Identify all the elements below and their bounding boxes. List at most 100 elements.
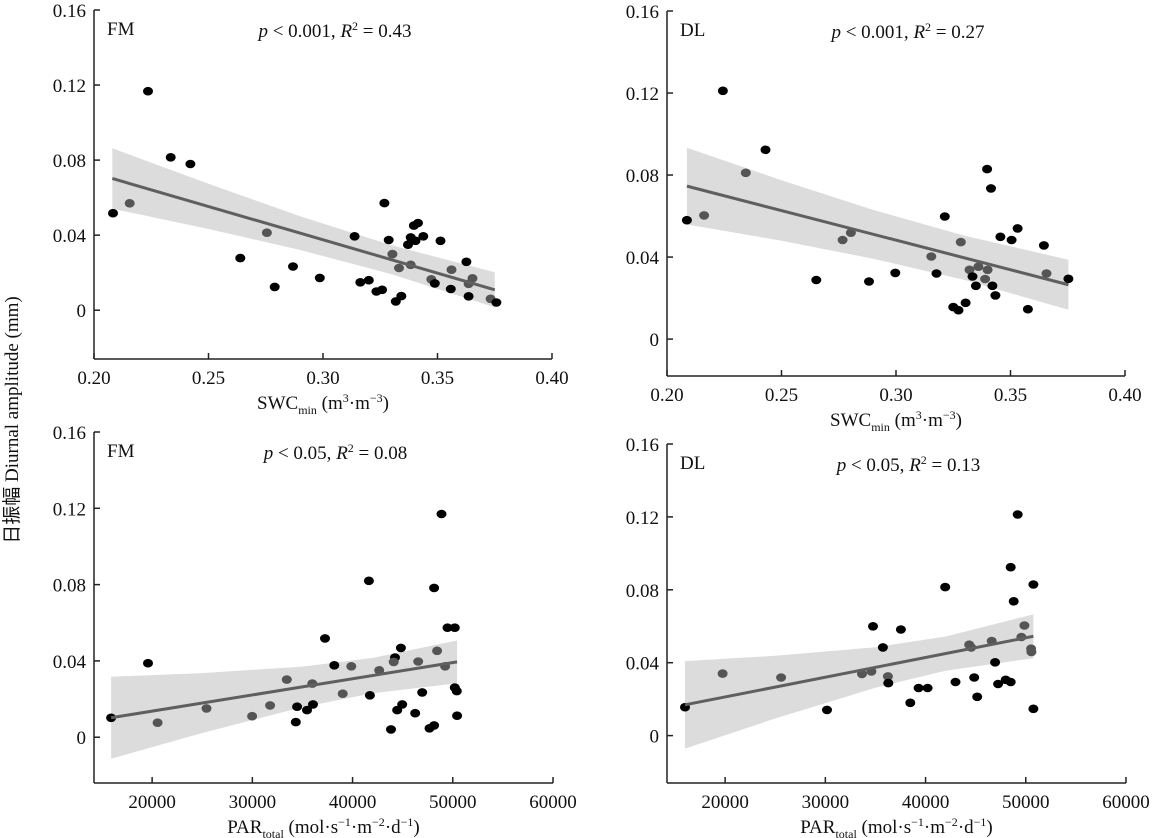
stat-r: R	[339, 21, 352, 42]
data-point	[446, 265, 457, 275]
panel-label: FM	[107, 441, 135, 462]
stat-p: p	[829, 22, 841, 43]
x-title-sup2: −2	[372, 815, 385, 829]
data-point	[491, 298, 502, 307]
x-tick-label: 0.20	[650, 385, 683, 406]
x-title-unit-d: )	[413, 817, 419, 838]
data-point	[1038, 241, 1049, 250]
data-point	[776, 673, 787, 682]
x-title-sup3: −1	[401, 815, 414, 829]
x-title-unit-b: ·m	[922, 410, 943, 431]
data-point	[152, 718, 163, 727]
data-point	[1012, 510, 1023, 519]
x-tick-label: 0.40	[1108, 385, 1141, 406]
data-point	[987, 281, 998, 291]
x-title-unit-c: )	[956, 410, 962, 431]
y-tick-label: 0.12	[626, 84, 659, 105]
data-point	[960, 298, 971, 308]
x-title-unit-b: ·m	[924, 817, 945, 838]
data-point	[349, 232, 360, 241]
data-point	[363, 576, 374, 586]
data-point	[445, 284, 456, 294]
stat-r-text: = 0.08	[354, 443, 407, 464]
stat-p-text: < 0.05,	[273, 443, 336, 464]
x-title-sup2: −3	[943, 408, 956, 422]
data-point	[355, 278, 366, 287]
x-title-unit-c: ·d	[958, 817, 974, 838]
data-point	[740, 168, 751, 178]
y-tick-label: 0.08	[626, 581, 659, 602]
x-tick-label: 0.35	[421, 368, 454, 389]
x-tick-label: 20000	[701, 792, 749, 813]
stat-r-text: = 0.13	[927, 455, 980, 476]
data-point	[429, 583, 440, 593]
data-point	[429, 279, 440, 288]
confidence-band	[685, 614, 1034, 749]
panel-dl-swc: 0 0.04 0.08 0.12 0.16 0.20 0.25 0.30 0.35 0.40 DL p…	[626, 2, 1142, 434]
data-point	[397, 700, 408, 709]
data-point	[967, 272, 978, 281]
stat-p: p	[835, 455, 847, 476]
data-point	[463, 292, 474, 301]
data-point	[364, 691, 375, 700]
data-point	[143, 86, 153, 96]
x-axis-title: SWCmin (m3·m−3)	[257, 391, 389, 417]
data-point	[413, 657, 424, 666]
y-tick-label: 0	[650, 727, 660, 748]
stat-r: R	[912, 22, 925, 43]
data-point	[982, 265, 993, 275]
data-point	[413, 218, 423, 228]
stat-annotation: p < 0.05, R2 = 0.13	[835, 453, 981, 476]
data-point	[395, 643, 406, 653]
data-point	[699, 211, 710, 220]
x-title-unit-c: )	[383, 393, 389, 414]
y-tick-label: 0.12	[53, 499, 86, 520]
x-title-sup3: −1	[974, 815, 987, 829]
data-point	[995, 232, 1006, 242]
x-title-unit-b: ·m	[349, 393, 370, 414]
data-point	[314, 273, 325, 283]
data-point	[124, 199, 135, 208]
y-tick-label: 0	[650, 330, 660, 351]
stat-r-text: = 0.27	[931, 22, 984, 43]
data-point	[235, 253, 246, 263]
data-point	[386, 725, 396, 734]
x-title-sub: total	[835, 827, 857, 838]
x-tick-label: 0.40	[535, 368, 568, 389]
data-point	[931, 269, 942, 278]
y-tick-label: 0.16	[53, 1, 86, 22]
data-point	[292, 702, 303, 711]
regression-line	[110, 660, 458, 720]
y-tick-label: 0.04	[626, 248, 660, 269]
data-point	[396, 291, 407, 301]
data-point	[970, 281, 981, 291]
x-tick-label: 20000	[128, 792, 176, 813]
data-point	[877, 643, 888, 652]
data-point	[980, 274, 991, 284]
y-axis-title: 日振幅 Diurnal amplitude (mm)	[1, 296, 23, 543]
x-tick-label: 30000	[229, 792, 277, 813]
data-point	[1041, 269, 1052, 278]
x-tick-label: 40000	[902, 792, 950, 813]
data-point	[185, 159, 196, 169]
data-point	[913, 683, 924, 693]
data-point	[320, 634, 330, 643]
y-tick-label: 0.04	[53, 226, 87, 247]
data-point	[1005, 677, 1016, 687]
data-point	[418, 232, 429, 241]
data-point	[201, 704, 212, 713]
data-point	[165, 153, 176, 162]
data-point	[281, 675, 292, 684]
data-point	[890, 268, 901, 278]
data-point	[374, 666, 385, 675]
data-point	[403, 240, 413, 249]
panel-label: DL	[680, 20, 705, 41]
data-point	[383, 235, 394, 245]
data-point	[955, 237, 966, 247]
data-point	[1006, 235, 1017, 245]
data-point	[990, 658, 1001, 667]
data-point	[436, 509, 447, 519]
y-tick-label: 0.12	[53, 76, 86, 97]
stat-r-text: = 0.43	[358, 21, 411, 42]
data-point	[950, 677, 961, 687]
